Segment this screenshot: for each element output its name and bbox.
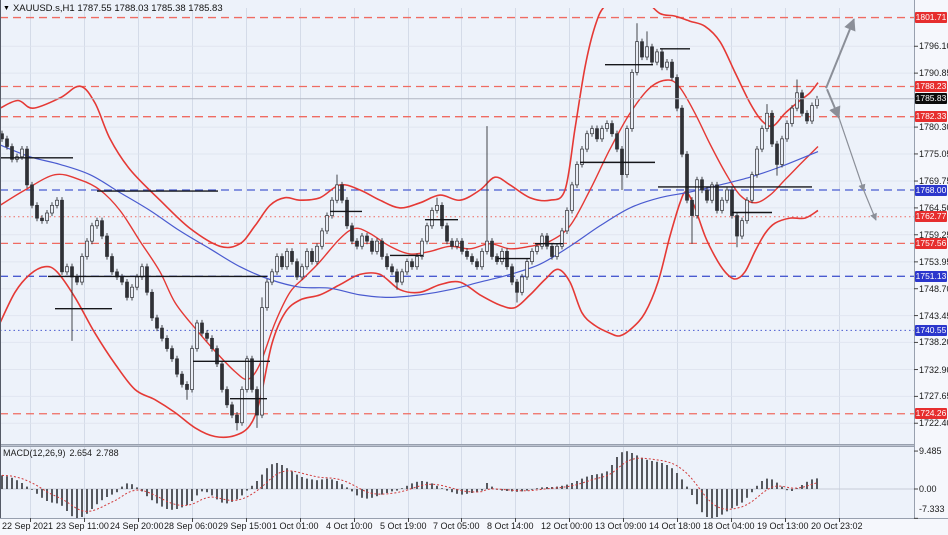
- trend-arrow[interactable]: [826, 88, 841, 119]
- time-tick-label: 29 Sep 15:00: [218, 521, 272, 531]
- price-tick-label: 1732.90: [919, 364, 948, 375]
- horizontal-gridlines: [0, 45, 914, 424]
- projection-arrows[interactable]: [825, 18, 877, 221]
- axis-tick-marks: [30, 45, 918, 522]
- price-tick-label: 1753.95: [919, 256, 948, 267]
- price-tick-label: 1738.20: [919, 337, 948, 348]
- bollinger-middle-line: [0, 79, 819, 381]
- price-tick-label: 1796.10: [919, 41, 948, 52]
- bollinger-lower-line: [0, 191, 819, 439]
- macd-signal-line: [1, 457, 818, 513]
- moving-average-line: [0, 144, 819, 299]
- level-price-badge: 1768.00: [915, 184, 947, 196]
- macd-axis-label: -7.333: [919, 504, 945, 514]
- time-tick-label: 22 Sep 2021: [2, 521, 54, 531]
- level-price-badge: 1788.23: [915, 81, 947, 93]
- trend-arrow[interactable]: [838, 117, 866, 192]
- macd-signal-value: 2.788: [96, 448, 119, 458]
- macd-main-value: 2.654: [69, 448, 93, 458]
- level-price-badge: 1724.26: [915, 408, 947, 420]
- macd-pane: [0, 451, 914, 518]
- time-tick-label: 7 Oct 05:00: [433, 521, 480, 531]
- vertical-gridlines: [30, 8, 840, 518]
- time-tick-label: 13 Oct 09:00: [595, 521, 647, 531]
- bollinger-upper-line: [0, 8, 819, 249]
- time-tick-label: 23 Sep 11:00: [56, 521, 109, 531]
- time-tick-label: 18 Oct 04:00: [703, 521, 755, 531]
- price-tick-label: 1727.65: [919, 391, 948, 402]
- time-tick-label: 8 Oct 14:00: [487, 521, 534, 531]
- level-price-badge: 1782.33: [915, 111, 947, 123]
- trend-arrow[interactable]: [863, 190, 877, 221]
- candles-layer: [0, 23, 819, 431]
- price-tick-label: 1743.45: [919, 310, 948, 321]
- time-tick-label: 1 Oct 01:00: [272, 521, 319, 531]
- level-price-badge: 1762.77: [915, 211, 947, 223]
- macd-title: MACD(12,26,9): [3, 448, 66, 458]
- level-price-badge: 1801.71: [915, 12, 947, 24]
- trend-arrow[interactable]: [825, 18, 856, 89]
- time-tick-label: 5 Oct 19:00: [380, 521, 427, 531]
- price-tick-label: 1769.75: [919, 176, 948, 187]
- price-tick-label: 1780.30: [919, 122, 948, 133]
- chart-title-bar: ▼ XAUUSD.s,H1 1787.55 1788.03 1785.38 178…: [3, 3, 223, 14]
- time-tick-label: 24 Sep 20:00: [110, 521, 164, 531]
- indicator-lines: [0, 8, 819, 439]
- macd-axis-label: 0.00: [919, 484, 937, 494]
- time-axis-background: [0, 518, 914, 535]
- chart-plot-background: [0, 0, 914, 518]
- macd-indicator-label: MACD(12,26,9) 2.654 2.788: [3, 448, 123, 458]
- price-tick-label: 1775.05: [919, 148, 948, 159]
- macd-axis-label: 9.485: [919, 446, 942, 457]
- current-price-badge: 1785.83: [915, 93, 947, 105]
- price-tick-label: 1748.70: [919, 283, 948, 294]
- price-tick-label: 1764.50: [919, 202, 948, 213]
- price-tick-label: 1790.85: [919, 68, 948, 79]
- time-tick-label: 20 Oct 23:02: [811, 521, 863, 531]
- level-price-badge: 1757.56: [915, 237, 947, 249]
- level-price-badge: 1751.13: [915, 270, 947, 282]
- time-tick-label: 28 Sep 06:00: [164, 521, 218, 531]
- level-price-badge: 1740.55: [915, 324, 947, 336]
- time-tick-label: 12 Oct 00:00: [541, 521, 593, 531]
- time-tick-label: 19 Oct 13:00: [757, 521, 809, 531]
- chart-title: XAUUSD.s,H1 1787.55 1788.03 1785.38 1785…: [12, 3, 223, 14]
- drawn-level-segments[interactable]: [0, 48, 812, 400]
- pane-separator[interactable]: [0, 444, 914, 447]
- symbol-marker-icon: ▼: [3, 5, 10, 12]
- price-tick-label: 1759.25: [919, 229, 948, 240]
- time-tick-label: 4 Oct 10:00: [326, 521, 373, 531]
- time-tick-label: 14 Oct 18:00: [649, 521, 701, 531]
- price-tick-label: 1722.40: [919, 418, 948, 429]
